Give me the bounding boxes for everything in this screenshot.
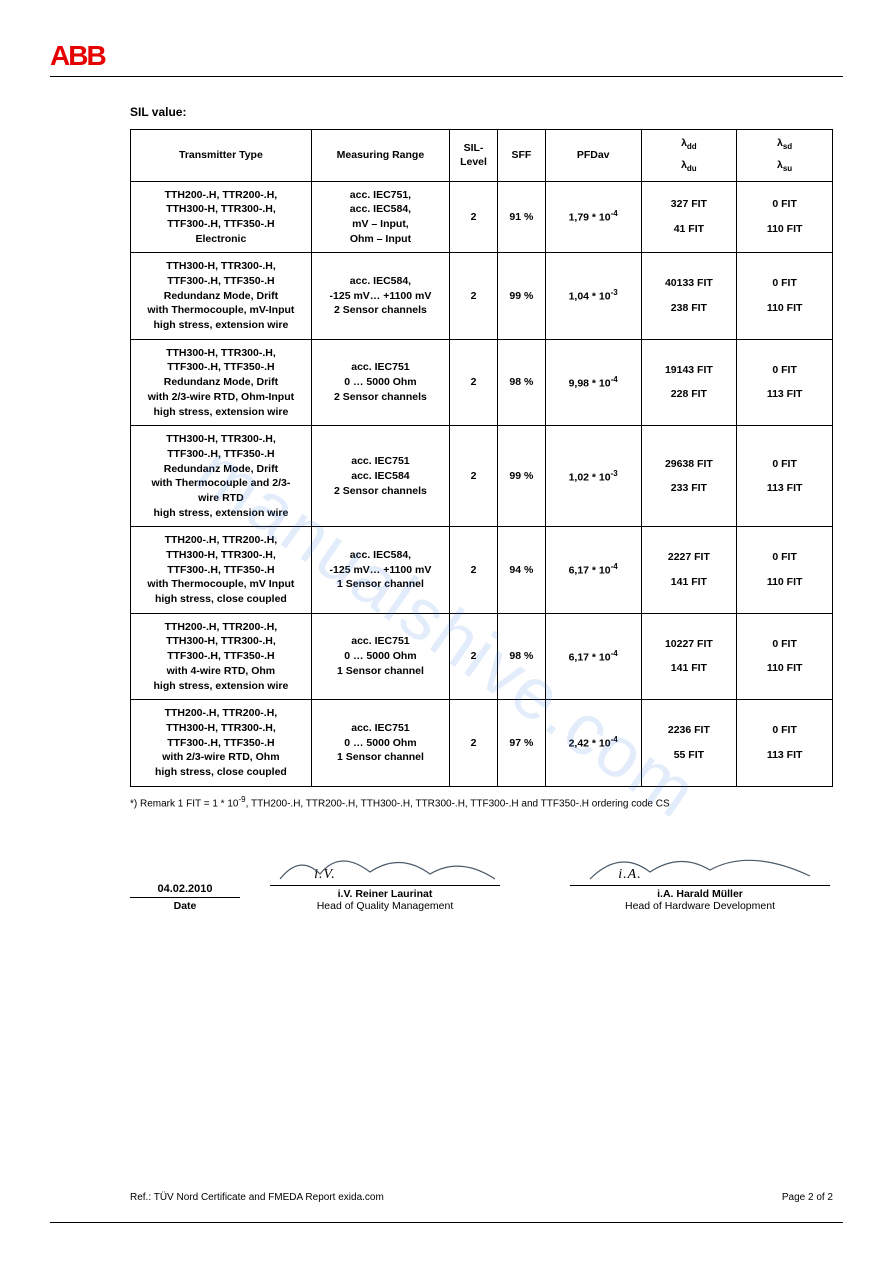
cell-range: acc. IEC751 0 … 5000 Ohm 1 Sensor channe… (311, 700, 449, 786)
table-row: TTH300-H, TTR300-.H, TTF300-.H, TTF350-.… (131, 426, 833, 527)
cell-lambda-d: 10227 FIT141 FIT (641, 613, 737, 699)
th-pfdav: PFDav (545, 130, 641, 182)
cell-sff: 94 % (497, 527, 545, 613)
table-row: TTH300-H, TTR300-.H, TTF300-.H, TTF350-.… (131, 339, 833, 425)
sig-date-label: Date (130, 900, 240, 912)
table-row: TTH200-.H, TTR200-.H, TTH300-H, TTR300-.… (131, 613, 833, 699)
cell-range: acc. IEC584, -125 mV… +1100 mV 1 Sensor … (311, 527, 449, 613)
cell-sil: 2 (450, 613, 498, 699)
cell-lambda-d: 327 FIT41 FIT (641, 181, 737, 253)
cell-transmitter: TTH200-.H, TTR200-.H, TTH300-H, TTR300-.… (131, 613, 312, 699)
sig-block-2: i.A. i.A. Harald Müller Head of Hardware… (570, 844, 830, 912)
cell-lambda-s: 0 FIT110 FIT (737, 613, 833, 699)
th-range: Measuring Range (311, 130, 449, 182)
cell-pfdav: 6,17 * 10-4 (545, 613, 641, 699)
cell-transmitter: TTH200-.H, TTR200-.H, TTH300-H, TTR300-.… (131, 527, 312, 613)
cell-transmitter: TTH300-H, TTR300-.H, TTF300-.H, TTF350-.… (131, 253, 312, 339)
th-sff: SFF (497, 130, 545, 182)
cell-sff: 98 % (497, 613, 545, 699)
sig1-name: i.V. Reiner Laurinat (270, 888, 500, 900)
cell-sff: 99 % (497, 253, 545, 339)
cell-sil: 2 (450, 426, 498, 527)
section-title: SIL value: (130, 105, 833, 119)
remark: *) Remark 1 FIT = 1 * 10-9, TTH200-.H, T… (130, 795, 833, 809)
sil-table: Transmitter Type Measuring Range SIL- Le… (130, 129, 833, 787)
cell-range: acc. IEC751 0 … 5000 Ohm 2 Sensor channe… (311, 339, 449, 425)
footer-rule (50, 1222, 843, 1223)
sig-date-value: 04.02.2010 (157, 883, 212, 895)
cell-lambda-d: 2236 FIT55 FIT (641, 700, 737, 786)
logo: ABB (50, 40, 843, 72)
footer-page: Page 2 of 2 (782, 1192, 833, 1203)
cell-range: acc. IEC751 acc. IEC584 2 Sensor channel… (311, 426, 449, 527)
cell-sil: 2 (450, 253, 498, 339)
header-rule (50, 76, 843, 77)
cell-transmitter: TTH300-H, TTR300-.H, TTF300-.H, TTF350-.… (131, 339, 312, 425)
table-row: TTH300-H, TTR300-.H, TTF300-.H, TTF350-.… (131, 253, 833, 339)
cell-sil: 2 (450, 527, 498, 613)
sig2-scrawl: i.A. (618, 867, 641, 883)
signature-area: 04.02.2010 Date i.V. i.V. Reiner Laurina… (130, 844, 833, 912)
sig2-role: Head of Hardware Development (570, 900, 830, 912)
cell-pfdav: 6,17 * 10-4 (545, 527, 641, 613)
cell-pfdav: 1,04 * 10-3 (545, 253, 641, 339)
sig-block-1: i.V. i.V. Reiner Laurinat Head of Qualit… (270, 844, 500, 912)
cell-lambda-d: 19143 FIT228 FIT (641, 339, 737, 425)
cell-sff: 91 % (497, 181, 545, 253)
th-sil: SIL- Level (450, 130, 498, 182)
cell-range: acc. IEC751 0 … 5000 Ohm 1 Sensor channe… (311, 613, 449, 699)
th-lambda-d: λdd λdu (641, 130, 737, 182)
footer-ref: Ref.: TÜV Nord Certificate and FMEDA Rep… (130, 1192, 384, 1203)
cell-lambda-s: 0 FIT110 FIT (737, 253, 833, 339)
sig1-scrawl: i.V. (314, 867, 336, 883)
cell-lambda-d: 2227 FIT141 FIT (641, 527, 737, 613)
cell-lambda-s: 0 FIT110 FIT (737, 527, 833, 613)
cell-pfdav: 2,42 * 10-4 (545, 700, 641, 786)
sig-date-block: 04.02.2010 Date (130, 856, 240, 912)
cell-pfdav: 1,02 * 10-3 (545, 426, 641, 527)
table-row: TTH200-.H, TTR200-.H, TTH300-H, TTR300-.… (131, 700, 833, 786)
cell-sil: 2 (450, 700, 498, 786)
cell-range: acc. IEC751, acc. IEC584, mV – Input, Oh… (311, 181, 449, 253)
cell-lambda-s: 0 FIT113 FIT (737, 700, 833, 786)
cell-lambda-d: 29638 FIT233 FIT (641, 426, 737, 527)
sig2-name: i.A. Harald Müller (570, 888, 830, 900)
cell-lambda-d: 40133 FIT238 FIT (641, 253, 737, 339)
table-row: TTH200-.H, TTR200-.H, TTH300-H, TTR300-.… (131, 527, 833, 613)
cell-sff: 98 % (497, 339, 545, 425)
cell-sff: 97 % (497, 700, 545, 786)
cell-lambda-s: 0 FIT113 FIT (737, 339, 833, 425)
cell-sff: 99 % (497, 426, 545, 527)
cell-transmitter: TTH200-.H, TTR200-.H, TTH300-H, TTR300-.… (131, 700, 312, 786)
cell-pfdav: 9,98 * 10-4 (545, 339, 641, 425)
cell-transmitter: TTH200-.H, TTR200-.H, TTH300-H, TTR300-.… (131, 181, 312, 253)
cell-sil: 2 (450, 181, 498, 253)
th-transmitter: Transmitter Type (131, 130, 312, 182)
table-row: TTH200-.H, TTR200-.H, TTH300-H, TTR300-.… (131, 181, 833, 253)
sig1-role: Head of Quality Management (270, 900, 500, 912)
cell-transmitter: TTH300-H, TTR300-.H, TTF300-.H, TTF350-.… (131, 426, 312, 527)
table-header-row: Transmitter Type Measuring Range SIL- Le… (131, 130, 833, 182)
cell-pfdav: 1,79 * 10-4 (545, 181, 641, 253)
cell-range: acc. IEC584, -125 mV… +1100 mV 2 Sensor … (311, 253, 449, 339)
cell-lambda-s: 0 FIT110 FIT (737, 181, 833, 253)
th-lambda-s: λsd λsu (737, 130, 833, 182)
footer: Ref.: TÜV Nord Certificate and FMEDA Rep… (130, 1192, 833, 1203)
cell-lambda-s: 0 FIT113 FIT (737, 426, 833, 527)
cell-sil: 2 (450, 339, 498, 425)
